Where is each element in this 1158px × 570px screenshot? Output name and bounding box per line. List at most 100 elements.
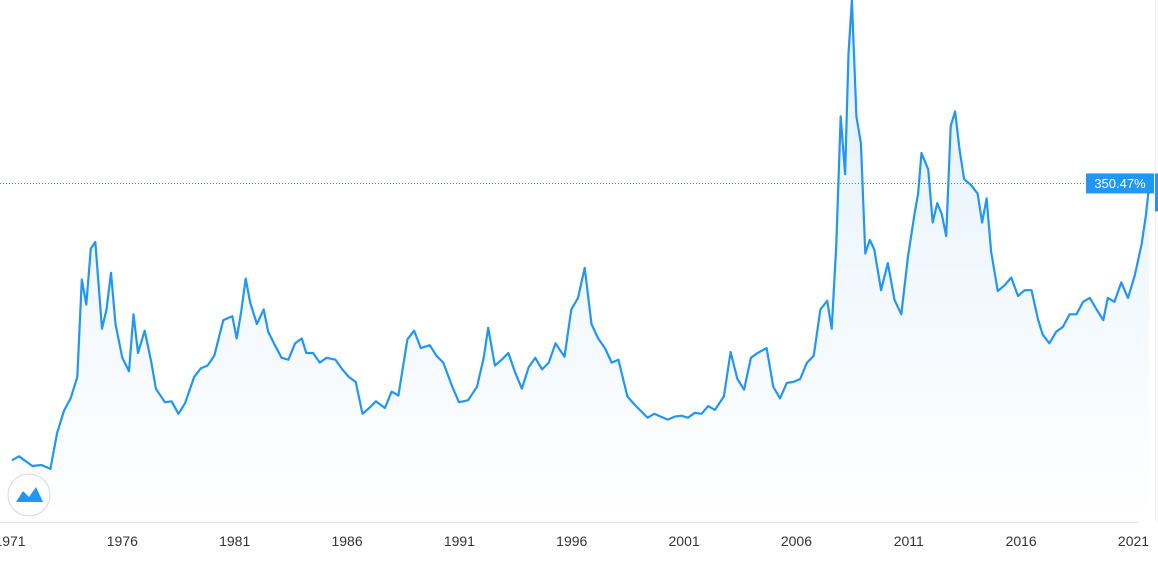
data-point (63, 410, 65, 412)
data-point (826, 300, 828, 302)
data-point (1030, 289, 1033, 291)
data-point (487, 327, 489, 329)
data-point (121, 357, 123, 359)
data-point (483, 357, 485, 359)
data-point (1024, 289, 1026, 291)
x-tick-label: 2006 (781, 533, 812, 549)
data-point (941, 213, 943, 215)
data-point (750, 357, 752, 359)
data-point (851, 0, 853, 1)
data-point (990, 250, 992, 253)
data-point (305, 352, 307, 354)
data-point (700, 413, 703, 415)
data-point (534, 357, 536, 359)
series-area (12, 0, 1150, 522)
data-point (1096, 308, 1098, 311)
data-point (673, 416, 676, 418)
data-point (590, 323, 593, 325)
data-point (907, 255, 909, 257)
data-point (772, 386, 774, 388)
data-point (757, 352, 759, 354)
data-point (458, 401, 460, 403)
chart-logo-icon[interactable] (7, 473, 51, 517)
data-point (880, 289, 882, 291)
data-point (806, 362, 808, 364)
data-point (813, 355, 815, 357)
data-point (597, 337, 599, 340)
data-point (1042, 334, 1044, 336)
data-point (694, 412, 696, 414)
x-axis: 1971 1976 1981 1986 1991 1996 2001 2006 2011 2016… (0, 0, 1156, 549)
data-point (1055, 331, 1057, 333)
data-point (611, 362, 613, 364)
data-point (137, 352, 139, 354)
x-tick-label: 2021 (1118, 533, 1149, 549)
data-point (847, 52, 850, 55)
data-point (554, 342, 557, 344)
data-point (963, 178, 965, 180)
data-point (1134, 275, 1136, 277)
data-point (959, 149, 961, 151)
data-point (76, 376, 78, 378)
x-tick-label: 1991 (444, 533, 475, 549)
data-point (231, 315, 233, 317)
x-tick-label: 1976 (107, 533, 138, 549)
data-point (236, 337, 238, 340)
x-tick-label: 1981 (219, 533, 250, 549)
data-point (49, 468, 52, 470)
data-point (1107, 297, 1109, 299)
data-point (730, 351, 732, 353)
data-point (680, 415, 682, 417)
x-tick-label: 1986 (331, 533, 362, 549)
data-point (40, 464, 43, 466)
data-point (105, 308, 108, 311)
data-point (334, 359, 337, 361)
data-point (626, 395, 629, 397)
data-point (528, 366, 530, 368)
data-point (920, 152, 923, 154)
data-point (633, 403, 635, 405)
data-point (743, 389, 745, 391)
data-point (184, 402, 186, 404)
data-point (429, 344, 431, 346)
data-point (1102, 319, 1104, 321)
data-point (355, 381, 357, 383)
data-point (521, 388, 523, 390)
data-point (766, 347, 768, 349)
data-point (844, 173, 846, 175)
data-point (927, 168, 929, 170)
data-point (155, 388, 157, 390)
data-point (1082, 301, 1084, 303)
data-point (986, 197, 988, 199)
data-point (687, 417, 689, 419)
data-point (256, 323, 258, 325)
data-point (799, 378, 801, 380)
data-point (617, 359, 620, 361)
data-point (570, 308, 572, 311)
data-point (887, 262, 889, 264)
data-point (171, 400, 173, 402)
data-point (501, 359, 503, 361)
data-point (384, 407, 386, 409)
data-point (375, 400, 377, 402)
data-point (213, 355, 215, 357)
data-point (193, 376, 195, 378)
data-point (936, 202, 938, 204)
data-point (514, 371, 516, 373)
data-point (1048, 342, 1050, 344)
data-point (406, 338, 408, 340)
data-point (348, 376, 350, 378)
data-point (397, 394, 399, 397)
data-point (164, 401, 166, 403)
data-point (301, 337, 303, 340)
data-point (864, 252, 866, 255)
data-point (786, 382, 788, 384)
data-point (667, 419, 669, 421)
data-point (494, 364, 496, 367)
data-point (1037, 319, 1039, 321)
x-tick-label: 2011 (894, 533, 924, 549)
data-point (997, 290, 999, 292)
data-point (274, 344, 276, 346)
data-point (391, 391, 393, 393)
data-point (950, 125, 952, 127)
